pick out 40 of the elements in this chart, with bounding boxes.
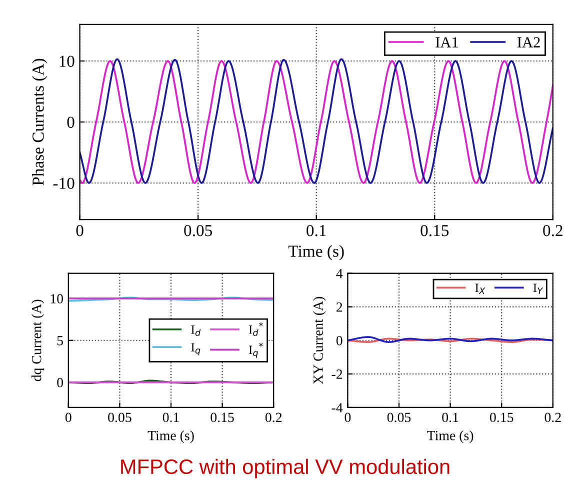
x-tick-label: 0.15 bbox=[210, 412, 234, 422]
x-tick-label: 0.1 bbox=[162, 412, 179, 422]
y-axis-title: Phase Currents (A) bbox=[32, 58, 48, 186]
y-tick-label: 2 bbox=[336, 302, 342, 312]
x-tick-label: 0.15 bbox=[420, 224, 449, 236]
y-tick-label: 0 bbox=[57, 378, 64, 388]
x-axis-title: Time (s) bbox=[148, 430, 194, 444]
x-tick-label: 0 bbox=[344, 412, 351, 422]
y-tick-label: 0 bbox=[336, 336, 342, 346]
y-axis-title: XY Current (A) bbox=[313, 296, 326, 384]
legend-label: IA2 bbox=[517, 37, 540, 48]
x-tick-label: 0.2 bbox=[544, 412, 561, 422]
x-tick-label: 0.05 bbox=[184, 224, 212, 236]
legend-label: IA1 bbox=[436, 37, 458, 48]
y-tick-label: 5 bbox=[57, 336, 63, 346]
legend-label: I$_{Y}$ bbox=[533, 284, 544, 294]
x-tick-label: 0.2 bbox=[265, 412, 282, 422]
legend-label: I$_{d}$ bbox=[191, 326, 201, 336]
x-axis-title: Time (s) bbox=[288, 245, 344, 260]
y-tick-label: -10 bbox=[53, 178, 74, 189]
x-tick-label: 0 bbox=[76, 224, 84, 236]
y-tick-label: 10 bbox=[60, 56, 74, 67]
y-tick-label: -4 bbox=[332, 403, 343, 412]
legend-label: I$_{q}$$^{*}$ bbox=[248, 342, 263, 358]
x-tick-label: 0.1 bbox=[306, 224, 326, 236]
y-tick-label: -2 bbox=[332, 370, 342, 379]
x-tick-label: 0.05 bbox=[387, 412, 411, 422]
x-axis-title: Time (s) bbox=[427, 430, 474, 444]
y-tick-label: 0 bbox=[67, 116, 74, 128]
text: MFPCC with optimal VV modulation bbox=[121, 458, 450, 478]
x-tick-label: 0.15 bbox=[490, 412, 514, 422]
x-tick-label: 0.05 bbox=[108, 412, 132, 422]
legend-label: I$_{q}$ bbox=[191, 343, 200, 356]
x-tick-label: 0.1 bbox=[442, 412, 458, 422]
legend-label: I$_{d}$$^{*}$ bbox=[248, 322, 263, 336]
y-tick-label: 4 bbox=[336, 268, 343, 278]
y-axis-title: dq Current (A) bbox=[32, 300, 44, 382]
legend-label: I$_{X}$ bbox=[475, 284, 486, 294]
y-tick-label: 10 bbox=[50, 294, 64, 304]
x-tick-label: 0.2 bbox=[543, 224, 562, 236]
